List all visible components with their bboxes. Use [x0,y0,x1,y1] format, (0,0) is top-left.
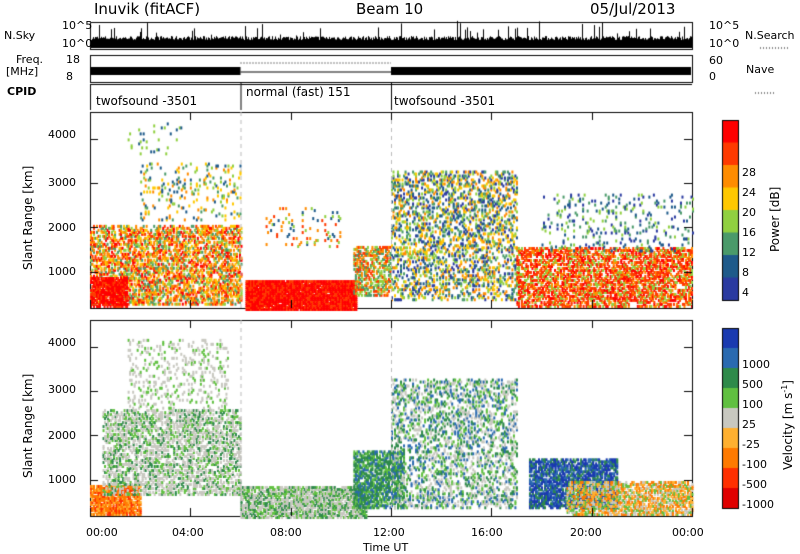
velocity-tick-neg100: -100 [742,458,767,471]
freq-unit-label: [MHz] [6,65,39,78]
cpid-label: CPID [7,85,37,98]
power-colorbar-label: Power [dB] [768,186,782,252]
power-tick-28: 28 [742,166,756,179]
power-y-tick-3000: 3000 [48,176,76,189]
velocity-y-tick-1000: 1000 [48,473,76,486]
velocity-y-axis-label: Slant Range [km] [21,373,35,478]
velocity-tick-25: 25 [742,418,756,431]
nave-label: Nave [746,63,775,76]
velocity-tick-neg500: -500 [742,478,767,491]
nsky-label: N.Sky [4,29,36,42]
power-tick-12: 12 [742,246,756,259]
power-tick-20: 20 [742,206,756,219]
cpid-segment-2: normal (fast) 151 [246,85,351,99]
freq-label: Freq. [16,53,44,66]
velocity-colorbar-label: Velocity [m s-1] [780,380,795,470]
beam-title: Beam 10 [356,0,424,18]
nsearch-tick-bottom: 10^0 [709,37,740,50]
velocity-y-tick-4000: 4000 [48,336,76,349]
nsky-tick-bottom: 10^0 [62,37,93,50]
x-tick-1600: 16:00 [471,526,503,539]
velocity-y-tick-3000: 3000 [48,383,76,396]
x-tick-2400: 00:00 [672,526,704,539]
velocity-tick-1000: 1000 [742,358,770,371]
cpid-segment-3: twofsound -3501 [394,94,496,108]
power-tick-16: 16 [742,226,756,239]
x-tick-0800: 08:00 [270,526,302,539]
freq-tick-bottom: 8 [66,70,73,83]
power-tick-24: 24 [742,186,756,199]
power-y-tick-4000: 4000 [48,128,76,141]
x-axis-label: Time UT [363,541,409,554]
date-title: 05/Jul/2013 [590,0,676,18]
nsky-tick-top: 10^5 [62,19,93,32]
power-tick-8: 8 [742,266,749,279]
power-y-axis-label: Slant Range [km] [21,165,35,270]
velocity-y-tick-2000: 2000 [48,429,76,442]
x-tick-0400: 04:00 [172,526,204,539]
power-y-tick-2000: 2000 [48,221,76,234]
x-tick-2000: 20:00 [570,526,602,539]
velocity-tick-100: 100 [742,398,763,411]
power-tick-4: 4 [742,286,749,299]
nsearch-tick-top: 10^5 [709,19,740,32]
station-title: Inuvik (fitACF) [94,0,201,18]
power-y-tick-1000: 1000 [48,265,76,278]
nsearch-label: N.Search [745,29,795,42]
cpid-segment-1: twofsound -3501 [96,94,198,108]
freq-tick-top: 18 [66,53,80,66]
velocity-tick-neg25: -25 [742,438,760,451]
x-tick-0000: 00:00 [86,526,118,539]
nave-tick-bottom: 0 [709,70,716,83]
nave-tick-top: 60 [709,54,723,67]
x-tick-1200: 12:00 [373,526,405,539]
velocity-tick-neg1000: -1000 [742,498,774,511]
velocity-tick-500: 500 [742,378,763,391]
